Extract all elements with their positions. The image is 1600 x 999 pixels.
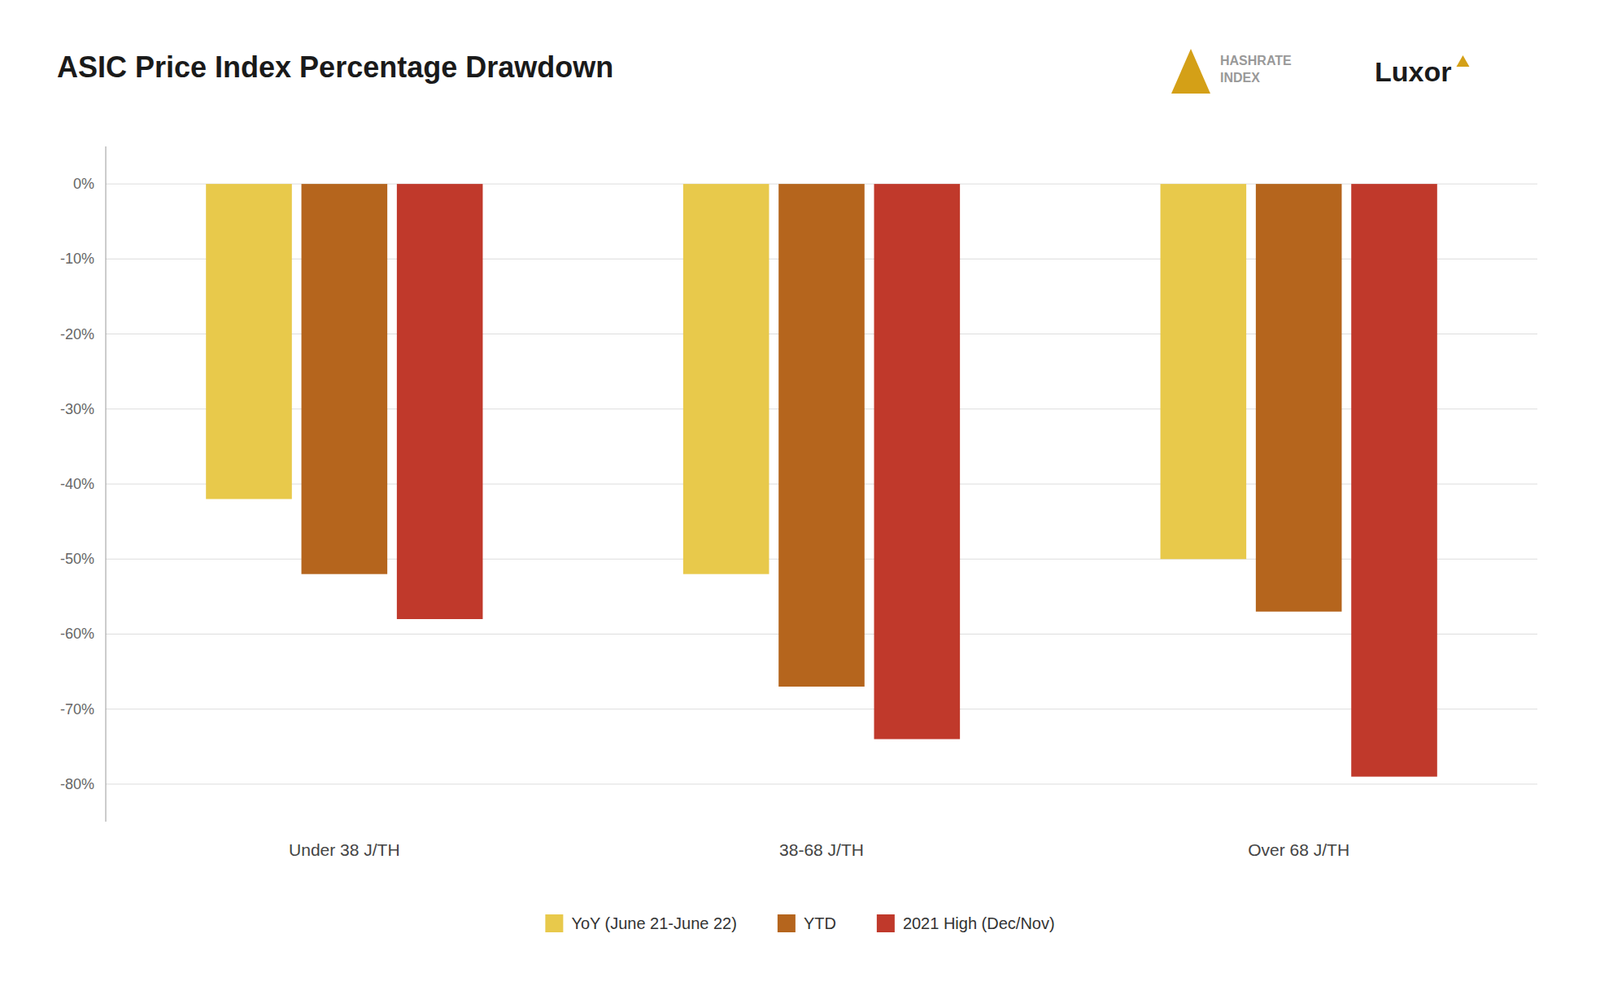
legend-label: YTD xyxy=(803,914,837,933)
chart-container: ASIC Price Index Percentage Drawdown HASH… xyxy=(0,0,1600,999)
y-tick-label: -10% xyxy=(60,250,95,267)
bars xyxy=(205,183,1438,777)
y-tick-label: -70% xyxy=(60,701,95,718)
y-tick-label: -50% xyxy=(60,550,95,567)
logo-icon xyxy=(1171,48,1211,94)
annotation-line: HASHRATE xyxy=(1220,53,1292,68)
legend-swatch xyxy=(876,914,895,933)
y-tick-label: 0% xyxy=(73,175,95,192)
bar xyxy=(396,183,484,620)
y-tick-label: -60% xyxy=(60,625,95,642)
y-tick-label: -80% xyxy=(60,776,95,793)
chart-svg: ASIC Price Index Percentage Drawdown HASH… xyxy=(0,0,1600,999)
bar xyxy=(1255,183,1343,612)
legend-label: YoY (June 21-June 22) xyxy=(571,914,737,933)
bar xyxy=(1351,183,1438,777)
bar xyxy=(301,183,389,575)
bar xyxy=(1160,183,1247,559)
grid-line xyxy=(105,708,1538,710)
y-tick-label: -30% xyxy=(60,401,95,418)
y-tick-label: -20% xyxy=(60,326,95,343)
grid-line xyxy=(105,783,1538,785)
x-tick-label: Over 68 J/TH xyxy=(1247,840,1350,859)
x-tick-label: 38-68 J/TH xyxy=(779,840,864,859)
annotation: Luxor xyxy=(1374,56,1452,88)
bar xyxy=(205,183,293,499)
legend: YoY (June 21-June 22) YTD 2021 High (Dec/N… xyxy=(544,914,1055,933)
bar xyxy=(778,183,865,687)
title: ASIC Price Index Percentage Drawdown xyxy=(56,50,614,84)
legend-swatch xyxy=(544,914,563,933)
logo-mark xyxy=(1456,55,1470,67)
y-tick-label: -40% xyxy=(60,475,95,493)
legend-swatch xyxy=(777,914,796,933)
annotation: HASHRATE INDEX xyxy=(1220,53,1292,85)
legend-label: 2021 High (Dec/Nov) xyxy=(902,914,1056,933)
bar xyxy=(874,183,961,739)
x-tick-label: Under 38 J/TH xyxy=(288,840,401,859)
grid xyxy=(105,183,1538,785)
bar xyxy=(683,183,770,575)
y-axis-line xyxy=(105,146,107,822)
annotation-line: INDEX xyxy=(1220,70,1260,85)
